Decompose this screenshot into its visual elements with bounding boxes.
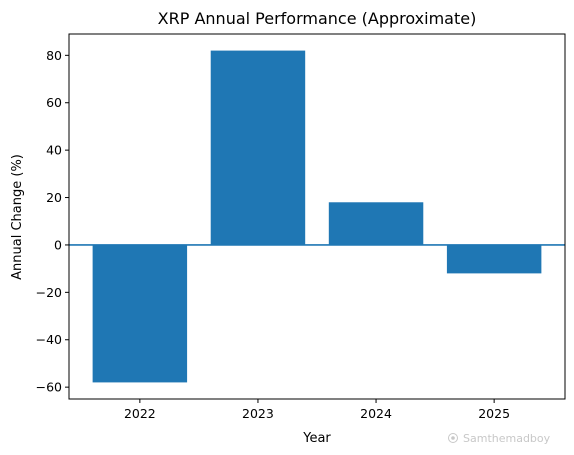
x-tick-label: 2022 bbox=[124, 406, 156, 421]
y-axis-label: Annual Change (%) bbox=[10, 154, 25, 280]
watermark: Samthemadboy bbox=[448, 432, 551, 445]
y-tick-label: 0 bbox=[54, 237, 62, 252]
camera-icon bbox=[448, 433, 458, 443]
plot-frame bbox=[68, 33, 566, 400]
bar-2024 bbox=[328, 202, 424, 245]
bar-2022 bbox=[92, 244, 188, 383]
y-tick-label: 40 bbox=[46, 143, 62, 158]
bar-2023 bbox=[210, 50, 306, 245]
watermark-text: Samthemadboy bbox=[463, 432, 551, 445]
y-tick-label: 80 bbox=[46, 48, 62, 63]
y-tick-label: −60 bbox=[36, 380, 62, 395]
y-tick-label: −40 bbox=[36, 332, 62, 347]
x-axis-label: Year bbox=[302, 431, 331, 446]
y-tick-label: −20 bbox=[36, 285, 62, 300]
x-tick-label: 2024 bbox=[360, 406, 392, 421]
x-axis-ticks: 2022 2023 2024 2025 bbox=[124, 399, 510, 421]
y-tick-label: 60 bbox=[46, 95, 62, 110]
bar-2025 bbox=[446, 244, 542, 274]
bars-group bbox=[92, 50, 542, 383]
x-tick-label: 2023 bbox=[242, 406, 274, 421]
y-axis-ticks: −60 −40 −20 0 20 40 60 80 bbox=[36, 48, 69, 395]
x-tick-label: 2025 bbox=[478, 406, 510, 421]
y-tick-label: 20 bbox=[46, 190, 62, 205]
chart-title: XRP Annual Performance (Approximate) bbox=[158, 9, 477, 28]
